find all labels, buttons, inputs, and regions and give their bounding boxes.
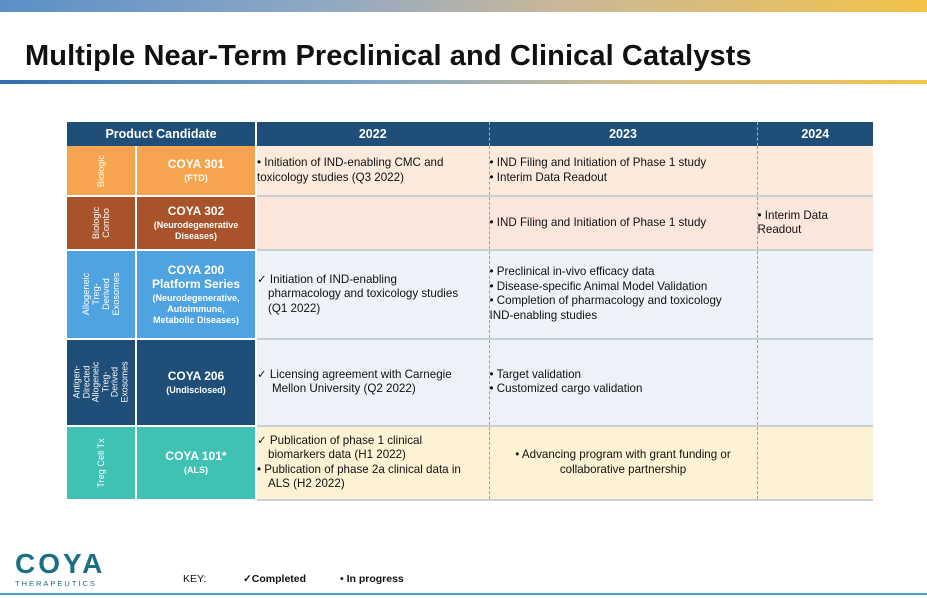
cell-2024: • Interim Data Readout [757,196,873,252]
title-underline [0,80,927,84]
top-gradient-bar [0,0,927,12]
product-indication: (ALS) [184,465,208,476]
cell-2023: • Target validation • Customized cargo v… [489,338,758,427]
category-label-treg-cell-tx: Treg Cell Tx [67,425,137,502]
product-name-coya-301: COYA 301 (FTD) [136,146,257,198]
table-row: Antigen- Directed Allogeneic Treg-Derive… [67,338,873,427]
cell-2023: • IND Filing and Initiation of Phase 1 s… [489,196,758,252]
cell-2022: ✓ Initiation of IND-enabling pharmacolog… [256,250,490,340]
cell-2022: ✓ Publication of phase 1 clinical biomar… [256,425,490,502]
cell-2022: ✓ Licensing agreement with Carnegie Mell… [256,338,490,427]
cell-2024 [757,338,873,427]
cell-2023: • Advancing program with grant funding o… [489,425,758,502]
table-header-row: Product Candidate 2022 2023 2024 [67,122,873,146]
product-name-coya-302: COYA 302 (Neurodegenerative Diseases) [136,196,257,252]
table-row: Allogeneic Treg- Derived Exosomes COYA 2… [67,250,873,340]
product-name-coya-101: COYA 101* (ALS) [136,425,257,502]
category-label-allogeneic-exosomes: Allogeneic Treg- Derived Exosomes [67,250,137,340]
cell-2024 [757,146,873,198]
page-title: Multiple Near-Term Preclinical and Clini… [25,40,752,72]
footer-line [0,593,927,595]
coya-logo: COYA THERAPEUTICS [15,548,106,589]
table-row: Treg Cell Tx COYA 101* (ALS) ✓ Publicati… [67,425,873,502]
cell-2024 [757,250,873,340]
category-label-antigen-directed: Antigen- Directed Allogeneic Treg-Derive… [67,338,137,427]
cell-2023: • Preclinical in-vivo efficacy data • Di… [489,250,758,340]
cell-2022: • Initiation of IND-enabling CMC and tox… [256,146,490,198]
cell-2022 [256,196,490,252]
catalyst-table: Product Candidate 2022 2023 2024 Biologi… [67,122,873,502]
category-label-biologic-combo: Biologic Combo [67,196,137,252]
product-indication: (Neurodegenerative, Autoimmune, Metaboli… [152,292,240,325]
header-2023: 2023 [489,122,758,146]
logo-wordmark: COYA [15,548,106,579]
cell-2024 [757,425,873,502]
cell-2023: • IND Filing and Initiation of Phase 1 s… [489,146,758,198]
header-2024: 2024 [757,122,873,146]
product-indication: (Undisclosed) [166,384,226,395]
product-indication: (FTD) [184,173,208,184]
product-name-coya-200: COYA 200 Platform Series (Neurodegenerat… [136,250,257,340]
table-row: Biologic Combo COYA 302 (Neurodegenerati… [67,196,873,252]
key-in-progress: • In progress [340,573,404,585]
category-label-biologic: Biologic [67,146,137,198]
key-label: KEY: [183,573,207,585]
header-product-candidate: Product Candidate [67,122,257,146]
product-name-coya-206: COYA 206 (Undisclosed) [136,338,257,427]
key-completed: ✓Completed [243,573,307,585]
table-row: Biologic COYA 301 (FTD) • Initiation of … [67,146,873,198]
product-indication: (Neurodegenerative Diseases) [153,220,239,242]
header-2022: 2022 [256,122,490,146]
logo-tagline: THERAPEUTICS [15,579,97,588]
